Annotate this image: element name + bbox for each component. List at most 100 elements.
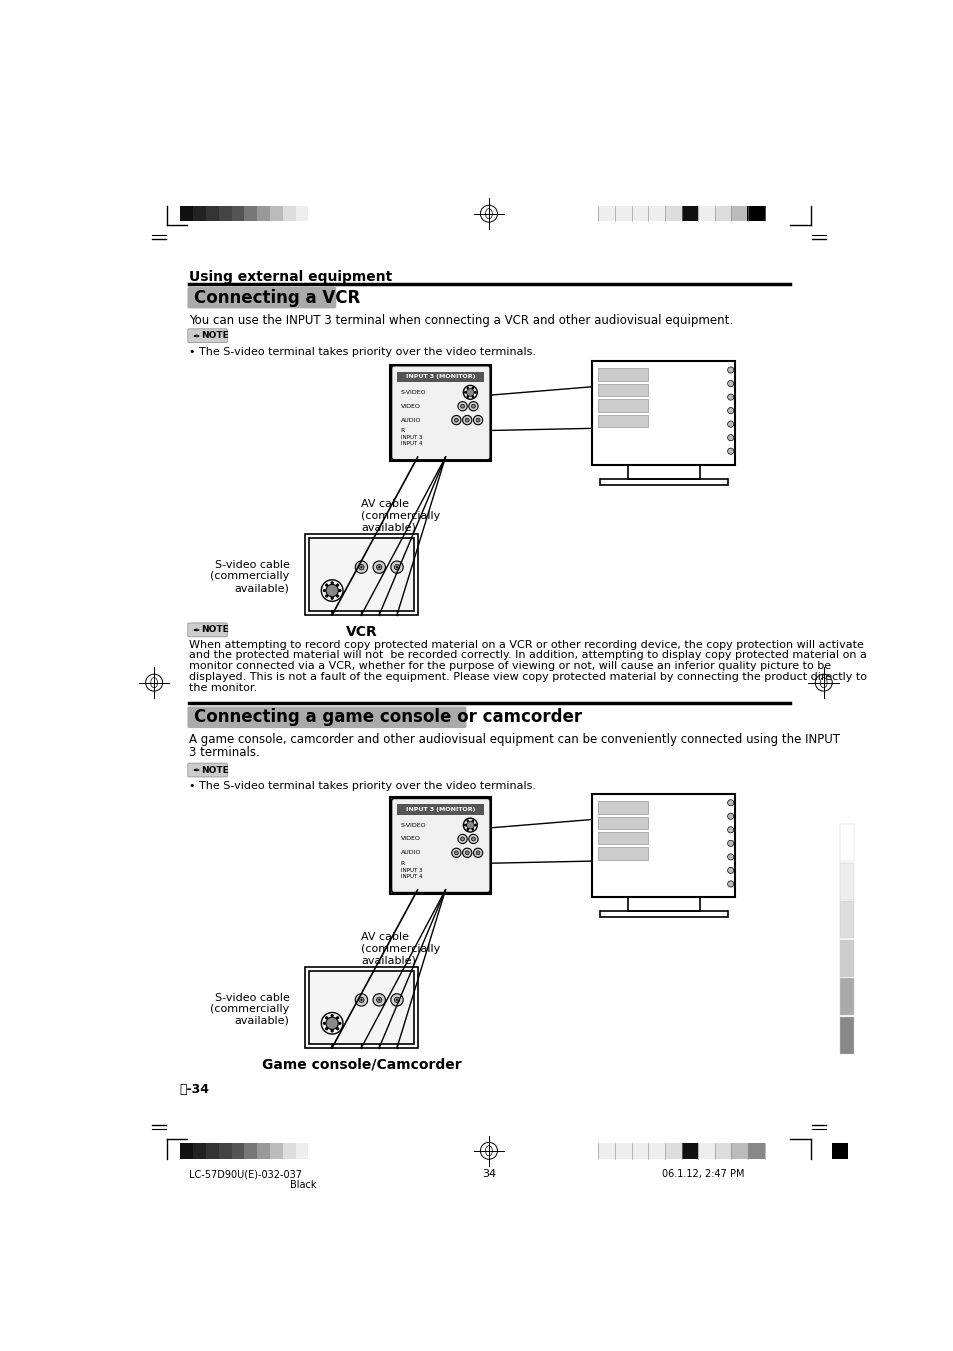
Circle shape xyxy=(727,867,733,874)
Circle shape xyxy=(466,389,474,396)
Text: LC-57D90U(E)-032-037: LC-57D90U(E)-032-037 xyxy=(189,1169,302,1179)
Bar xyxy=(592,793,735,897)
Text: NOTE: NOTE xyxy=(201,766,229,774)
Text: displayed. This is not a fault of the equipment. Please view copy protected mate: displayed. This is not a fault of the eq… xyxy=(189,671,866,682)
Bar xyxy=(305,967,417,1047)
Circle shape xyxy=(727,813,733,819)
Circle shape xyxy=(394,997,399,1002)
Text: 34: 34 xyxy=(481,1169,496,1179)
FancyBboxPatch shape xyxy=(187,707,466,728)
Circle shape xyxy=(355,561,367,573)
Bar xyxy=(305,534,417,615)
Text: When attempting to record copy protected material on a VCR or other recording de: When attempting to record copy protected… xyxy=(189,639,863,650)
Bar xyxy=(840,940,853,977)
Circle shape xyxy=(727,381,733,386)
Text: NOTE: NOTE xyxy=(201,331,229,340)
Text: S-video cable
(commercially
available): S-video cable (commercially available) xyxy=(211,559,290,593)
Text: R: R xyxy=(400,428,404,434)
Circle shape xyxy=(472,396,473,397)
Bar xyxy=(309,538,414,611)
Bar xyxy=(193,205,206,222)
Bar xyxy=(218,1143,232,1159)
Circle shape xyxy=(727,367,733,373)
Bar xyxy=(746,205,765,222)
Circle shape xyxy=(472,820,473,821)
Bar xyxy=(714,205,731,222)
Circle shape xyxy=(468,835,477,843)
Bar xyxy=(840,978,853,1016)
Circle shape xyxy=(464,824,465,825)
Bar xyxy=(840,824,853,862)
Circle shape xyxy=(326,585,338,597)
Bar xyxy=(295,1143,308,1159)
FancyBboxPatch shape xyxy=(391,798,490,893)
Circle shape xyxy=(373,561,385,573)
Circle shape xyxy=(336,584,338,586)
Text: INPUT 4: INPUT 4 xyxy=(400,874,421,880)
Text: the monitor.: the monitor. xyxy=(189,682,257,693)
Text: INPUT 3 (MONITOR): INPUT 3 (MONITOR) xyxy=(406,374,475,380)
Bar xyxy=(598,415,648,427)
Circle shape xyxy=(467,828,468,830)
Text: You can use the INPUT 3 terminal when connecting a VCR and other audiovisual equ: You can use the INPUT 3 terminal when co… xyxy=(189,313,732,327)
Circle shape xyxy=(338,1023,340,1024)
Bar xyxy=(598,1143,615,1159)
Bar xyxy=(282,205,295,222)
Bar xyxy=(664,1143,680,1159)
Bar xyxy=(390,365,491,461)
Circle shape xyxy=(326,1017,338,1029)
Bar xyxy=(598,400,648,412)
Bar xyxy=(206,1143,218,1159)
Circle shape xyxy=(331,1029,333,1032)
Bar xyxy=(397,372,484,382)
Bar xyxy=(647,1143,664,1159)
Text: AUDIO: AUDIO xyxy=(400,417,420,423)
FancyBboxPatch shape xyxy=(188,763,227,777)
Circle shape xyxy=(378,998,379,1001)
Text: ✒: ✒ xyxy=(192,331,199,340)
Bar xyxy=(282,1143,295,1159)
Text: INPUT 3: INPUT 3 xyxy=(400,869,421,873)
Text: NOTE: NOTE xyxy=(201,626,229,635)
Text: ⓔ-34: ⓔ-34 xyxy=(179,1084,210,1096)
Circle shape xyxy=(358,997,364,1002)
Bar xyxy=(840,1017,853,1054)
Circle shape xyxy=(452,848,460,858)
Bar xyxy=(615,205,631,222)
Text: • The S-video terminal takes priority over the video terminals.: • The S-video terminal takes priority ov… xyxy=(189,781,536,792)
Bar xyxy=(598,832,648,844)
Text: S-VIDEO: S-VIDEO xyxy=(400,823,426,828)
Circle shape xyxy=(473,416,482,424)
Bar xyxy=(599,478,727,485)
Bar xyxy=(831,1143,847,1159)
Text: VCR: VCR xyxy=(345,626,377,639)
Bar xyxy=(598,847,648,859)
Circle shape xyxy=(727,881,733,888)
FancyBboxPatch shape xyxy=(391,365,490,461)
Bar xyxy=(390,797,491,893)
Circle shape xyxy=(376,997,381,1002)
Circle shape xyxy=(454,851,457,855)
Circle shape xyxy=(465,419,469,422)
Text: monitor connected via a VCR, whether for the purpose of viewing or not, will cau: monitor connected via a VCR, whether for… xyxy=(189,661,830,671)
Bar xyxy=(631,1143,647,1159)
Bar xyxy=(598,369,648,381)
Circle shape xyxy=(460,838,464,840)
Circle shape xyxy=(394,565,399,570)
Bar xyxy=(257,205,270,222)
Text: VIDEO: VIDEO xyxy=(400,836,420,842)
Bar xyxy=(627,897,699,912)
Bar xyxy=(747,1143,764,1159)
Circle shape xyxy=(727,408,733,413)
Bar xyxy=(180,205,193,222)
Circle shape xyxy=(336,594,338,597)
Bar xyxy=(397,804,484,815)
Text: 06.1.12, 2:47 PM: 06.1.12, 2:47 PM xyxy=(661,1169,743,1179)
Bar xyxy=(631,205,647,222)
Bar xyxy=(831,1143,847,1159)
Text: Using external equipment: Using external equipment xyxy=(189,270,392,284)
Bar xyxy=(680,205,698,222)
Circle shape xyxy=(355,994,367,1006)
Bar xyxy=(731,205,747,222)
Text: S-video cable
(commercially
available): S-video cable (commercially available) xyxy=(211,993,290,1025)
